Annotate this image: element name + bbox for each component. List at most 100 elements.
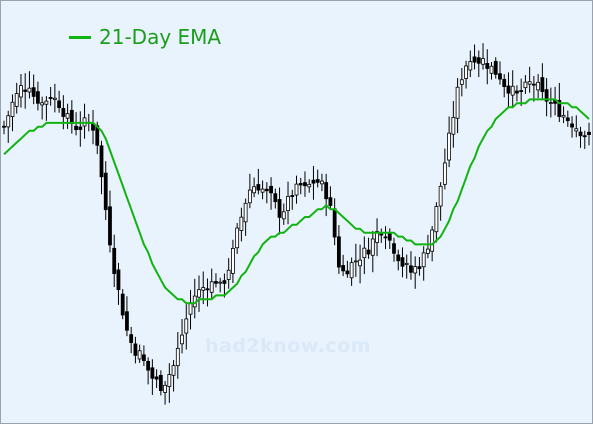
- candle-body-down: [366, 249, 371, 255]
- candle-body-up: [434, 206, 439, 233]
- candle-body-down: [570, 123, 574, 128]
- candle-body-down: [383, 236, 388, 239]
- candle-body-up: [442, 162, 447, 185]
- candle-body-up: [40, 102, 45, 106]
- candle-body-down: [515, 90, 519, 94]
- candle-body-up: [438, 185, 443, 207]
- candle-body-down: [154, 376, 159, 380]
- candle-body-up: [455, 86, 460, 119]
- candle-body-up: [430, 229, 435, 252]
- candle-body-up: [447, 132, 452, 161]
- candle-body-down: [78, 126, 83, 130]
- candle-body-up: [252, 186, 257, 194]
- candle-body-down: [74, 125, 78, 131]
- candle-body-down: [392, 243, 396, 254]
- candle-body-down: [290, 195, 295, 197]
- candle-body-down: [264, 188, 269, 192]
- candle-body-up: [201, 287, 206, 291]
- candle-body-down: [133, 343, 138, 356]
- candle-body-up: [286, 195, 290, 212]
- candle-body-down: [36, 91, 40, 104]
- candle-body-down: [587, 131, 591, 135]
- candle-body-up: [14, 93, 19, 107]
- candle-body-up: [307, 183, 312, 188]
- candle-body-down: [141, 354, 146, 361]
- candle-body-up: [481, 58, 485, 65]
- legend-label: 21-Day EMA: [99, 25, 222, 49]
- candle-body-up: [548, 102, 553, 104]
- candle-body-down: [116, 269, 121, 290]
- candle-body-up: [235, 227, 240, 249]
- candle-body-up: [171, 365, 176, 376]
- candle-body-up: [353, 260, 358, 263]
- candle-body-up: [218, 281, 223, 284]
- candle-body-up: [6, 115, 11, 128]
- legend-swatch: [69, 35, 91, 39]
- candle-body-down: [61, 108, 66, 117]
- candle-body-down: [506, 85, 511, 94]
- candle-body-down: [69, 109, 74, 125]
- candle-body-up: [459, 79, 464, 85]
- candle-body-up: [260, 188, 265, 193]
- candle-body-down: [150, 367, 155, 379]
- candle-body-up: [320, 180, 324, 185]
- candle-body-down: [108, 206, 112, 246]
- candle-body-up: [536, 81, 541, 91]
- candle-body-up: [358, 259, 362, 267]
- legend: 21-Day EMA: [69, 25, 221, 49]
- candle-body-down: [557, 100, 562, 117]
- candle-body-down: [531, 83, 536, 86]
- candle-body-down: [277, 199, 282, 218]
- candle-body-up: [184, 318, 189, 334]
- candle-body-up: [163, 384, 167, 393]
- candle-body-down: [315, 179, 320, 183]
- watermark: had2know.com: [204, 335, 372, 357]
- candle-body-up: [247, 189, 252, 204]
- candle-body-up: [239, 216, 244, 231]
- candle-body-down: [31, 87, 36, 97]
- candle-body-up: [226, 269, 231, 280]
- candle-body-down: [269, 185, 273, 194]
- candle-body-down: [112, 247, 117, 274]
- candle-body-down: [125, 311, 129, 331]
- candle-body-down: [502, 78, 507, 88]
- candle-body-down: [578, 131, 583, 137]
- candle-body-up: [19, 85, 23, 98]
- candle-body-up: [574, 128, 579, 132]
- candle-body-down: [472, 56, 477, 63]
- candle-body-up: [413, 266, 418, 274]
- candle-body-down: [146, 361, 151, 371]
- candle-body-up: [65, 113, 70, 119]
- candle-body-up: [464, 65, 468, 79]
- candle-body-up: [167, 374, 172, 387]
- candle-body-down: [256, 184, 261, 191]
- candle-body-down: [298, 183, 303, 186]
- candle-body-down: [23, 89, 28, 92]
- candle-body-down: [336, 236, 341, 268]
- candle-body-down: [222, 280, 227, 284]
- candle-body-down: [158, 374, 163, 391]
- candle-body-up: [231, 247, 235, 274]
- candle-body-down: [379, 233, 384, 236]
- candle-body-up: [527, 81, 532, 85]
- candle-body-up: [404, 262, 409, 265]
- candle-body-down: [582, 135, 587, 138]
- ema-line: [3, 98, 590, 305]
- candle-body-down: [493, 60, 498, 75]
- candle-body-down: [103, 172, 108, 211]
- candle-body-up: [294, 183, 299, 196]
- candlestick-series: [2, 43, 591, 405]
- candle-body-down: [120, 293, 125, 316]
- candle-body-down: [129, 334, 134, 343]
- candle-body-up: [180, 334, 184, 345]
- candle-body-down: [214, 281, 218, 284]
- candle-body-up: [468, 61, 473, 71]
- candle-body-down: [485, 63, 490, 69]
- candle-body-down: [303, 182, 307, 187]
- candle-body-down: [417, 266, 422, 270]
- candle-body-down: [332, 208, 337, 238]
- candle-body-down: [99, 145, 104, 178]
- candle-body-up: [375, 231, 379, 243]
